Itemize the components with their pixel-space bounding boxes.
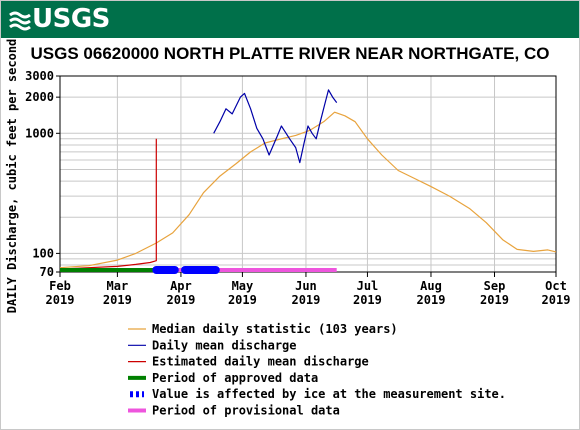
x-tick-label-month: Apr [170, 279, 192, 293]
x-tick-label-year: 2019 [417, 293, 446, 307]
legend-label-daily: Daily mean discharge [152, 338, 297, 352]
series-daily-line [213, 89, 338, 164]
y-tick-label: 70 [40, 265, 54, 279]
x-tick-label-year: 2019 [103, 293, 132, 307]
x-tick-label-month: Aug [420, 279, 442, 293]
x-tick-label-year: 2019 [291, 293, 320, 307]
chart-title: USGS 06620000 NORTH PLATTE RIVER NEAR NO… [30, 44, 550, 63]
y-tick-label: 3000 [25, 69, 54, 83]
usgs-wave-icon [9, 11, 31, 31]
x-tick-label-year: 2019 [542, 293, 571, 307]
y-tick-label: 2000 [25, 90, 54, 104]
plot-area-border [59, 75, 557, 273]
x-tick-label-month: Mar [107, 279, 129, 293]
x-tick-label-month: Jun [295, 279, 317, 293]
legend-label-provisional: Period of provisional data [152, 404, 340, 418]
x-tick-label-year: 2019 [353, 293, 382, 307]
legend-label-ice: Value is affected by ice at the measurem… [152, 387, 506, 401]
x-tick-label-month: Oct [545, 279, 567, 293]
x-tick-label-year: 2019 [166, 293, 195, 307]
series-median-line [59, 111, 557, 269]
series-estimated-line [59, 138, 157, 270]
header-banner: USGS [1, 1, 579, 38]
x-tick-label-year: 2019 [228, 293, 257, 307]
legend-label-median: Median daily statistic (103 years) [152, 322, 398, 336]
x-tick-label-month: Feb [49, 279, 71, 293]
y-tick-label: 100 [32, 246, 54, 260]
x-tick-label-month: Sep [484, 279, 506, 293]
legend-label-estimated: Estimated daily mean discharge [152, 355, 369, 369]
x-tick-label-month: May [232, 279, 254, 293]
y-axis-label: DAILY Discharge, cubic feet per second [5, 39, 19, 314]
y-tick-label: 1000 [25, 126, 54, 140]
usgs-logo-text: USGS [32, 4, 110, 34]
x-tick-label-month: Jul [357, 279, 379, 293]
x-tick-label-year: 2019 [46, 293, 75, 307]
legend-label-approved: Period of approved data [152, 371, 318, 385]
x-tick-label-year: 2019 [480, 293, 509, 307]
